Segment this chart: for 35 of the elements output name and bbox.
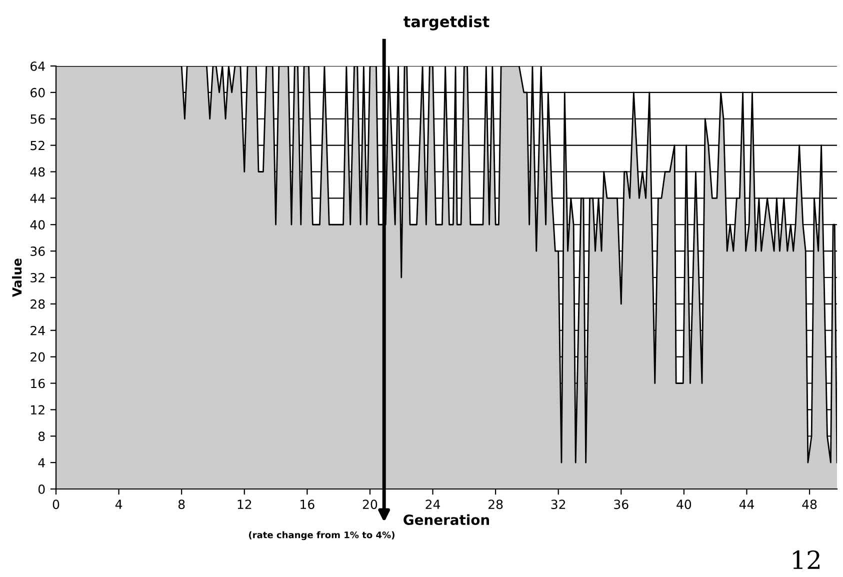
x-tick-label: 4 [115,500,122,509]
y-tick-label: 28 [30,299,45,309]
y-tick-label: 24 [30,326,45,336]
y-tick-label: 56 [30,114,45,124]
x-tick-label: 8 [178,500,185,510]
y-tick-label: 64 [30,61,45,71]
x-tick-label: 44 [739,500,754,509]
y-tick-label: 40 [30,220,45,230]
y-tick-label: 44 [30,194,45,203]
y-axis-title: Value [12,258,22,297]
y-tick-label: 52 [30,140,44,150]
x-tick-label: 48 [802,500,817,510]
y-tick-label: 32 [30,272,44,282]
x-tick-label: 24 [426,500,440,509]
x-axis-title: Generation [404,514,490,526]
y-tick-label: 16 [31,378,45,388]
x-tick-label: 20 [362,500,378,510]
x-tick-label: 36 [614,500,628,510]
x-tick-label: 40 [676,500,692,510]
y-tick-label: 12 [31,405,44,414]
x-tick-label: 16 [300,500,314,510]
y-tick-label: 60 [30,88,45,98]
y-tick-label: 48 [30,167,45,177]
y-tick-label: 4 [38,458,45,468]
x-tick-label: 28 [488,500,503,510]
y-tick-label: 36 [30,246,45,256]
x-tick-label: 12 [238,500,252,509]
y-tick-label: 8 [38,432,45,442]
x-tick-label: 0 [52,500,60,510]
ref-line-label: (rate change from 1% to 4%) [248,531,394,540]
y-tick-label: 20 [30,352,45,362]
chart-title: targetdist [404,16,490,30]
y-tick-label: 0 [38,484,45,494]
text: 12 [793,550,820,569]
x-tick-label: 32 [551,500,566,510]
